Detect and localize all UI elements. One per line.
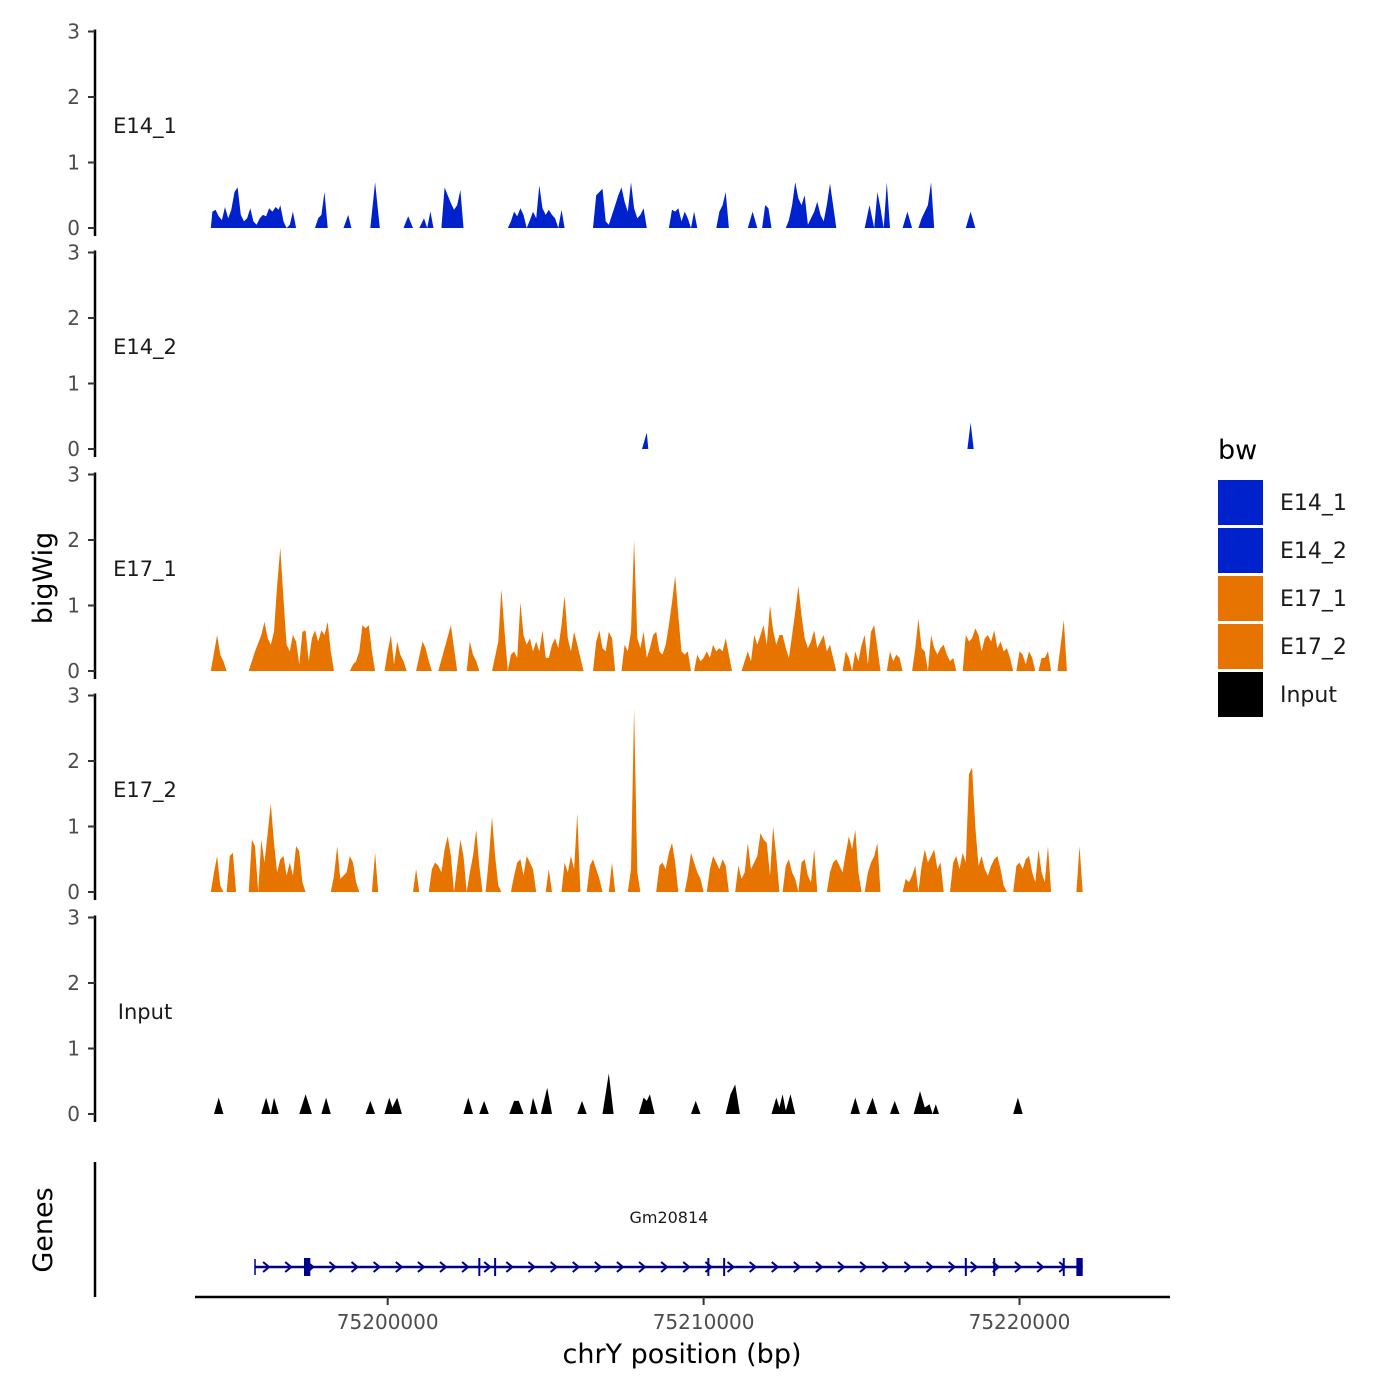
legend-label-E17_2: E17_2 <box>1280 635 1347 660</box>
y-tick-label: 3 <box>67 906 80 930</box>
genes-track-title: Genes <box>28 1187 59 1272</box>
strand-arrow <box>461 1261 470 1273</box>
legend-swatch-E17_2 <box>1218 624 1263 669</box>
track-label: Input <box>118 1000 172 1024</box>
track-label: E14_2 <box>113 335 177 360</box>
gene-exon <box>303 1258 311 1276</box>
strand-arrow <box>262 1261 271 1273</box>
y-tick-label: 0 <box>67 216 80 240</box>
track-label: E17_1 <box>113 557 177 582</box>
track-label: E17_2 <box>113 778 177 803</box>
track-label: E14_1 <box>113 114 177 139</box>
strand-arrow <box>505 1261 514 1273</box>
strand-arrow <box>771 1261 780 1273</box>
track-E17_1: 0 1 2 3 E17_1 <box>67 463 1067 683</box>
genes-layer: Gm20814 <box>93 1162 1083 1297</box>
legend-swatch-E14_2 <box>1218 528 1263 573</box>
y-tick-label: 0 <box>67 437 80 461</box>
coverage-area-E14_2 <box>642 422 974 449</box>
legend-swatch-E17_1 <box>1218 576 1263 621</box>
y-tick-label: 2 <box>67 306 80 330</box>
y-tick-label: 1 <box>67 1037 80 1061</box>
x-tick-label: 75220000 <box>969 1310 1071 1334</box>
strand-arrow <box>970 1261 979 1273</box>
y-tick-label: 2 <box>67 85 80 109</box>
legend-label-Input: Input <box>1280 683 1337 708</box>
strand-arrow <box>815 1261 824 1273</box>
legend-swatch-Input <box>1218 672 1263 717</box>
strand-arrow <box>881 1261 890 1273</box>
strand-arrow <box>395 1261 404 1273</box>
x-axis: 75200000 75210000 75220000 <box>195 1295 1170 1334</box>
y-tick-label: 1 <box>67 372 80 396</box>
legend: E14_1 E14_2 E17_1 E17_2 Input <box>1218 480 1347 717</box>
strand-arrow <box>682 1261 691 1273</box>
track-E14_2: 0 1 2 3 E14_2 <box>67 241 974 461</box>
y-tick-label: 0 <box>67 1102 80 1126</box>
strand-arrow <box>638 1261 647 1273</box>
y-tick-label: 2 <box>67 971 80 995</box>
strand-arrow <box>372 1261 382 1273</box>
strand-arrow <box>793 1261 802 1273</box>
strand-arrow <box>439 1261 448 1273</box>
y-tick-label: 0 <box>67 659 80 683</box>
y-tick-label: 3 <box>67 241 80 265</box>
strand-arrow <box>284 1261 293 1273</box>
track-E17_2: 0 1 2 3 E17_2 <box>67 684 1083 904</box>
gene-name-label: Gm20814 <box>629 1208 708 1227</box>
strand-arrow <box>549 1261 559 1273</box>
strand-arrow <box>1014 1261 1023 1273</box>
y-tick-label: 2 <box>67 528 80 552</box>
y-tick-label: 1 <box>67 594 80 618</box>
x-axis-title: chrY position (bp) <box>562 1339 801 1370</box>
x-tick-label: 75200000 <box>337 1310 439 1334</box>
strand-arrow <box>726 1261 736 1273</box>
strand-arrow <box>748 1261 758 1273</box>
strand-arrow <box>483 1261 492 1273</box>
legend-label-E17_1: E17_1 <box>1280 587 1347 612</box>
coverage-area-E17_1 <box>210 540 1067 671</box>
y-tick-label: 3 <box>67 463 80 487</box>
legend-title: bw <box>1218 435 1257 466</box>
legend-label-E14_2: E14_2 <box>1280 539 1347 564</box>
y-tick-label: 2 <box>67 749 80 773</box>
strand-arrow <box>594 1261 603 1273</box>
strand-arrow <box>903 1261 912 1273</box>
y-tick-label: 3 <box>67 20 80 44</box>
coverage-area-E14_1 <box>210 182 976 228</box>
strand-arrow <box>947 1261 957 1273</box>
strand-arrow <box>859 1261 868 1273</box>
strand-arrow <box>527 1261 536 1273</box>
legend-swatch-E14_1 <box>1218 480 1263 525</box>
strand-arrow <box>1058 1261 1067 1273</box>
y-tick-label: 1 <box>67 151 80 175</box>
y-axis-title: bigWig <box>28 532 59 625</box>
legend-label-E14_1: E14_1 <box>1280 491 1347 516</box>
strand-arrow <box>417 1261 426 1273</box>
y-tick-label: 0 <box>67 880 80 904</box>
strand-arrow <box>350 1261 360 1273</box>
x-tick-label: 75210000 <box>653 1310 755 1334</box>
strand-arrow <box>1036 1261 1045 1273</box>
strand-arrow <box>616 1261 625 1273</box>
tracks-layer: 0 1 2 3 E14_1 0 1 2 3 E14_2 0 1 2 3 E17_1 0 1 2 3 E17_2 0 1 2 3… <box>67 20 1083 1126</box>
gene-exon <box>1076 1258 1083 1276</box>
track-E14_1: 0 1 2 3 E14_1 <box>67 20 976 240</box>
coverage-area-E17_2 <box>210 708 1083 892</box>
strand-arrow <box>572 1261 581 1273</box>
track-Input: 0 1 2 3 Input <box>67 906 1023 1126</box>
strand-arrow <box>925 1261 935 1273</box>
y-tick-label: 1 <box>67 815 80 839</box>
strand-arrow <box>660 1261 669 1273</box>
strand-arrow <box>328 1261 337 1273</box>
coverage-area-Input <box>214 1073 1023 1114</box>
strand-arrow <box>837 1261 846 1273</box>
y-tick-label: 3 <box>67 684 80 708</box>
